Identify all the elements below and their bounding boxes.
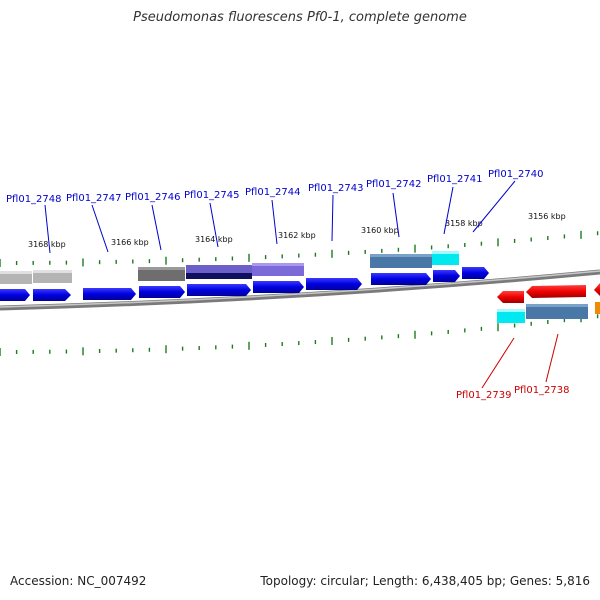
gene-label[interactable]: Pfl01_2748 xyxy=(6,194,62,205)
scale-labels: 3168 kbp 3166 kbp 3164 kbp 3162 kbp 3160… xyxy=(28,212,566,249)
genome-backbone-highlight xyxy=(0,270,600,308)
gene-arrow-forward[interactable] xyxy=(0,289,30,301)
reverse-label-leaders xyxy=(481,333,559,389)
gene-arrow-forward[interactable] xyxy=(33,289,71,301)
feature-block-orange[interactable] xyxy=(595,302,600,314)
gene-label[interactable]: Pfl01_2746 xyxy=(125,192,181,203)
accession-text: Accession: NC_007492 xyxy=(10,574,147,588)
gene-arrow-forward[interactable] xyxy=(253,281,304,293)
forward-genes xyxy=(0,267,489,301)
gene-arrow-forward[interactable] xyxy=(187,284,251,296)
gene-arrow-forward[interactable] xyxy=(139,286,185,298)
gene-arrow-reverse[interactable] xyxy=(594,283,600,296)
reverse-gene-labels: Pfl01_2739 Pfl01_2738 xyxy=(456,385,570,401)
gene-arrow-forward[interactable] xyxy=(371,273,431,285)
reverse-feature-blocks xyxy=(497,302,600,323)
scale-label: 3166 kbp xyxy=(111,238,149,247)
forward-label-leaders xyxy=(44,180,516,254)
feature-block-gray-light[interactable] xyxy=(0,271,32,284)
gene-arrow-reverse[interactable] xyxy=(497,291,524,303)
genome-summary-text: Topology: circular; Length: 6,438,405 bp… xyxy=(260,574,590,588)
scale-label: 3160 kbp xyxy=(361,226,399,235)
scale-label: 3158 kbp xyxy=(445,219,483,228)
gene-label[interactable]: Pfl01_2741 xyxy=(427,174,483,185)
gene-arrow-forward[interactable] xyxy=(462,267,489,279)
gene-label[interactable]: Pfl01_2744 xyxy=(245,187,301,198)
gene-label[interactable]: Pfl01_2739 xyxy=(456,390,512,401)
gene-arrow-forward[interactable] xyxy=(83,288,136,300)
feature-block-gray-light[interactable] xyxy=(33,270,72,283)
forward-gene-labels: Pfl01_2748 Pfl01_2747 Pfl01_2746 Pfl01_2… xyxy=(6,169,544,205)
feature-block-navy[interactable] xyxy=(186,273,252,279)
feature-block-steelblue[interactable] xyxy=(526,304,588,319)
gene-label[interactable]: Pfl01_2740 xyxy=(488,169,544,180)
reverse-genes xyxy=(497,283,600,303)
feature-blocks xyxy=(0,251,459,284)
gene-arrow-forward[interactable] xyxy=(306,278,362,290)
feature-block-gray-dark[interactable] xyxy=(138,267,185,281)
upper-tick-row xyxy=(0,230,599,267)
feature-block-cyan[interactable] xyxy=(497,309,525,323)
scale-label: 3162 kbp xyxy=(278,231,316,240)
gene-arrow-reverse[interactable] xyxy=(526,285,586,298)
feature-block-cyan[interactable] xyxy=(432,251,459,265)
scale-label: 3164 kbp xyxy=(195,235,233,244)
feature-block-lavender[interactable] xyxy=(252,263,304,276)
gene-label[interactable]: Pfl01_2743 xyxy=(308,183,364,194)
gene-label[interactable]: Pfl01_2738 xyxy=(514,385,570,396)
scale-label: 3168 kbp xyxy=(28,240,66,249)
feature-block-steelblue[interactable] xyxy=(370,254,432,268)
gene-label[interactable]: Pfl01_2745 xyxy=(184,190,240,201)
genome-backbone xyxy=(0,269,600,311)
feature-block-purple[interactable] xyxy=(186,265,252,273)
gene-arrow-forward[interactable] xyxy=(433,270,460,282)
gene-label[interactable]: Pfl01_2742 xyxy=(366,179,422,190)
gene-label[interactable]: Pfl01_2747 xyxy=(66,193,122,204)
lower-tick-row xyxy=(0,314,599,356)
map-title: Pseudomonas fluorescens Pf0-1, complete … xyxy=(133,10,467,25)
scale-label: 3156 kbp xyxy=(528,212,566,221)
